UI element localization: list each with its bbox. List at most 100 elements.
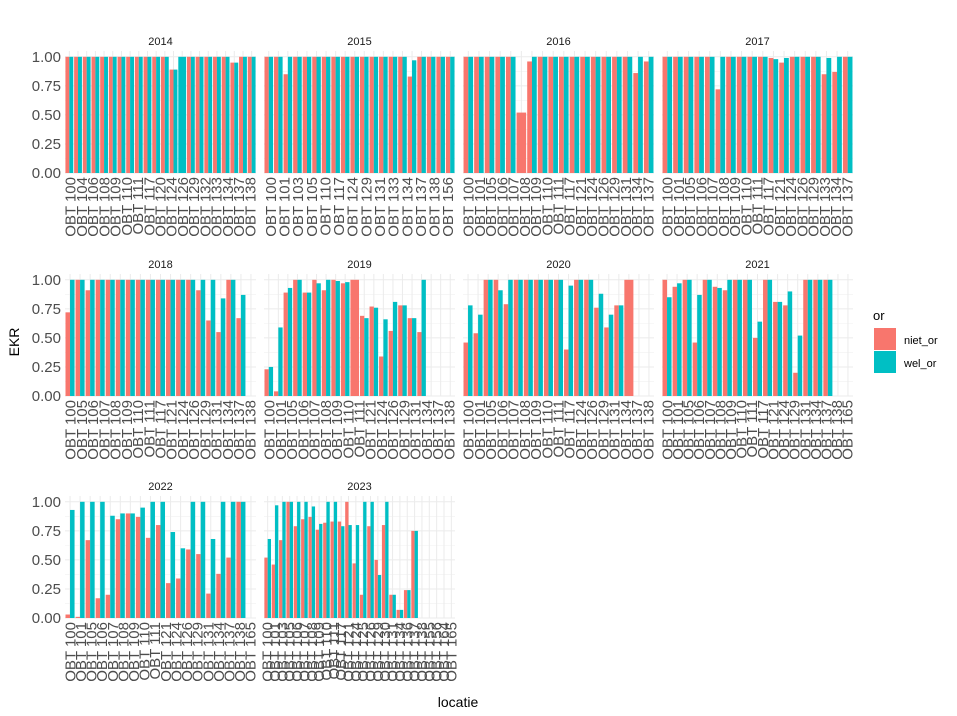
x-tick-label: OBT 134 xyxy=(211,622,228,682)
x-tick-label: OBT 125 xyxy=(355,622,372,682)
bar-wel_or-obt-110 xyxy=(752,56,757,174)
bar-niet_or-obt-134 xyxy=(813,279,818,396)
bar-niet_or-obt-108 xyxy=(331,56,336,174)
bar-niet_or-obt-110 xyxy=(135,279,141,396)
bar-niet_or-obt-121 xyxy=(345,501,349,618)
bar-niet_or-obt-107 xyxy=(516,112,527,173)
x-tick-label: OBT 107 xyxy=(307,400,324,460)
bar-niet_or-obt-101 xyxy=(74,56,79,174)
bar-wel_or-obt-129 xyxy=(402,305,407,396)
bar-wel_or-obt-129 xyxy=(815,56,821,174)
bar-niet_or-obt-108 xyxy=(726,56,731,174)
bar-niet_or-obt-131 xyxy=(388,56,393,174)
x-tick-label: OBT 137 xyxy=(221,622,238,682)
x-tick-label: OBT 100 xyxy=(461,400,478,460)
bar-niet_or-obt-129 xyxy=(811,56,816,174)
x-tick-label: OBT 134 xyxy=(392,622,409,682)
bar-niet_or-obt-109 xyxy=(315,529,320,618)
x-tick-label: OBT 111 xyxy=(744,400,761,458)
x-tick-label: OBT 130 xyxy=(377,622,394,682)
x-tick-label: OBT 100 xyxy=(63,400,80,460)
bar-wel_or-obt-111 xyxy=(150,279,155,396)
y-tick-label: 0.75 xyxy=(32,301,61,318)
bar-niet_or-obt-134 xyxy=(407,76,413,173)
bar-wel_or-obt-129 xyxy=(383,56,388,174)
bar-wel_or-obt-155 xyxy=(440,56,445,174)
x-tick-label: OBT 106 xyxy=(494,177,511,237)
bar-wel_or-obt-126 xyxy=(787,291,793,396)
bar-wel_or-obt-126 xyxy=(588,279,594,396)
x-tick-label: OBT 111 xyxy=(130,177,147,235)
bar-wel_or-obt-101 xyxy=(275,505,279,618)
bar-niet_or-obt-137 xyxy=(226,557,231,618)
x-tick-label: OBT 137 xyxy=(231,400,248,460)
x-tick-label: OBT 121 xyxy=(340,622,357,682)
x-tick-label: OBT 105 xyxy=(74,400,91,460)
bar-wel_or-obt-108 xyxy=(326,279,331,396)
bar-niet_or-obt-120 xyxy=(160,56,165,174)
bar-wel_or-obt-111 xyxy=(150,501,155,618)
bar-niet_or-obt-124 xyxy=(379,356,384,396)
bar-wel_or-obt-105 xyxy=(90,501,95,618)
bar-wel_or-obt-102 xyxy=(287,287,293,396)
bar-wel_or-obt-101 xyxy=(80,501,85,618)
bar-wel_or-obt-108 xyxy=(717,287,722,396)
bar-niet_or-obt-100 xyxy=(463,342,469,396)
bar-wel_or-obt-109 xyxy=(528,279,533,396)
x-tick-label: OBT 134 xyxy=(419,400,436,460)
x-tick-label: OBT 107 xyxy=(96,400,113,460)
bar-niet_or-obt-117 xyxy=(155,279,161,396)
x-tick-label: OBT 108 xyxy=(96,177,113,237)
x-tick-label: OBT 111 xyxy=(326,622,343,680)
x-tick-label: OBT 131 xyxy=(200,622,217,682)
x-tick-label: OBT 137 xyxy=(839,177,856,237)
x-tick-label: OBT 108 xyxy=(517,400,534,460)
bar-niet_or-obt-121 xyxy=(580,56,586,174)
bar-niet_or-obt-134 xyxy=(226,279,231,396)
bar-wel_or-obt-133 xyxy=(618,305,624,396)
bar-niet_or-obt-117 xyxy=(553,279,559,396)
bar-wel_or-obt-101 xyxy=(80,279,85,396)
x-tick-label: OBT 108 xyxy=(304,622,321,682)
bar-wel_or-obt-101 xyxy=(478,314,483,396)
x-tick-label: OBT 136 xyxy=(399,622,416,682)
x-tick-label: OBT 138 xyxy=(829,400,846,460)
bar-niet_or-obt-109 xyxy=(125,513,131,618)
x-tick-label: OBT 107 xyxy=(296,622,313,682)
bar-wel_or-obt-137 xyxy=(847,56,853,174)
x-tick-label: OBT 109 xyxy=(108,177,125,237)
x-tick-label: OBT 138 xyxy=(414,622,431,682)
x-tick-label: OBT 110 xyxy=(539,177,556,236)
bar-wel_or-obt-121 xyxy=(348,525,352,618)
bar-niet_or-obt-134 xyxy=(624,279,634,396)
x-tick-label: OBT 105 xyxy=(682,177,699,237)
legend-swatch-wel-or xyxy=(874,351,896,373)
bar-niet_or-obt-106 xyxy=(95,279,101,396)
x-tick-label: OBT 105 xyxy=(284,400,301,460)
y-tick-label: 1.00 xyxy=(32,49,61,66)
bar-wel_or-obt-111 xyxy=(563,56,569,174)
bar-wel_or-obt-108 xyxy=(531,56,537,174)
panel-title: 2014 xyxy=(148,36,172,48)
bar-niet_or-obt-137 xyxy=(842,56,848,174)
bar-wel_or-obt-133 xyxy=(826,57,832,173)
x-tick-label: OBT 126 xyxy=(794,177,811,237)
bar-wel_or-obt-109 xyxy=(335,280,340,396)
bar-wel_or-obt-137 xyxy=(827,279,833,396)
bar-niet_or-obt-103 xyxy=(683,56,689,174)
bar-niet_or-obt-110 xyxy=(340,283,346,396)
bar-wel_or-obt-129 xyxy=(616,56,622,174)
bar-niet_or-obt-103 xyxy=(484,56,490,174)
bar-wel_or-obt-110 xyxy=(326,501,330,618)
bar-wel_or-obt-109 xyxy=(130,56,135,174)
bar-wel_or-obt-109 xyxy=(741,56,747,174)
x-tick-label: OBT 134 xyxy=(220,177,237,237)
x-tick-label: OBT 126 xyxy=(595,177,612,237)
x-tick-label: OBT 164 xyxy=(436,622,453,682)
bar-niet_or-obt-101 xyxy=(271,564,276,618)
bar-niet_or-obt-110 xyxy=(135,516,141,618)
bar-wel_or-obt-117 xyxy=(757,321,763,396)
bar-wel_or-obt-107 xyxy=(707,279,712,396)
bar-wel_or-obt-107 xyxy=(508,279,513,396)
